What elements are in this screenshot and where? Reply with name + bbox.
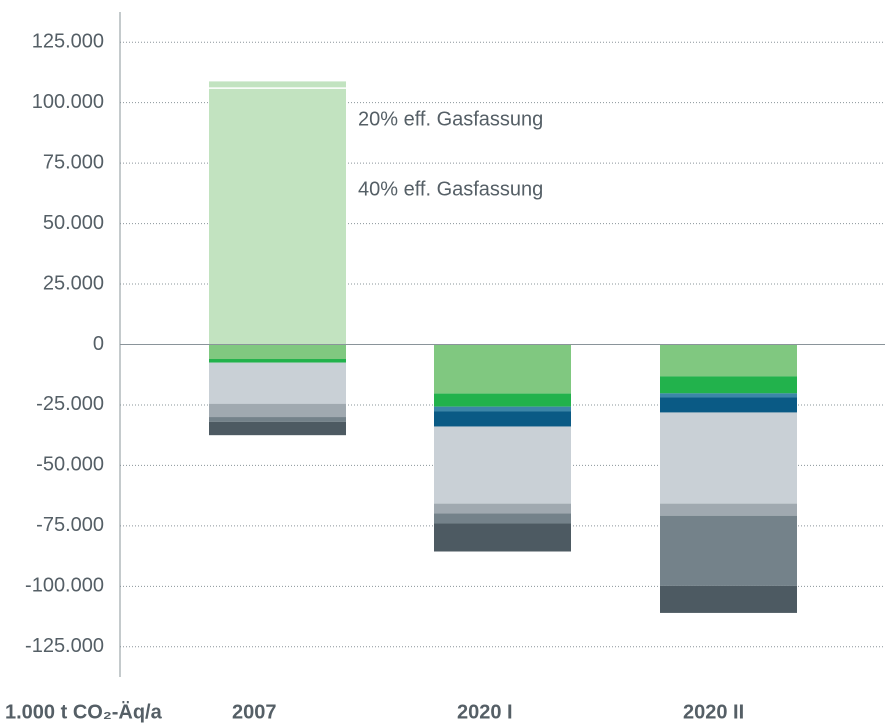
y-tick-label: 25.000 <box>43 272 104 294</box>
y-tick-label: -50.000 <box>36 454 104 476</box>
bar-segment <box>209 81 346 89</box>
bar-segment <box>209 362 346 404</box>
y-tick-label: 75.000 <box>43 151 104 173</box>
bar-segment <box>209 417 346 422</box>
bar-segment <box>209 88 346 345</box>
y-tick-label: -100.000 <box>25 575 104 597</box>
y-tick-label: 125.000 <box>32 31 104 53</box>
bar-segment <box>209 359 346 363</box>
bar-segment <box>660 412 797 504</box>
bar-segment <box>660 503 797 516</box>
bar-segment <box>660 397 797 413</box>
bar-segment <box>434 513 571 524</box>
y-tick-label: -25.000 <box>36 393 104 415</box>
x-tick-label: 2020 II <box>683 701 744 723</box>
bar-segment <box>434 503 571 514</box>
bar-segment <box>434 406 571 412</box>
y-tick-label: -125.000 <box>25 635 104 657</box>
bar-segment <box>434 426 571 504</box>
bar-segment <box>434 393 571 407</box>
series-label: 40% eff. Gasfassung <box>358 178 543 200</box>
bar-segment <box>660 344 797 377</box>
y-tick-label: 50.000 <box>43 212 104 234</box>
bar-segment <box>660 515 797 586</box>
x-tick-label: 2007 <box>232 701 277 723</box>
y-tick-label: 100.000 <box>32 91 104 113</box>
bar-segment <box>660 585 797 613</box>
bar-segment <box>660 376 797 394</box>
bar-segment <box>434 411 571 427</box>
y-axis-label: 1.000 t CO₂-Äq/a <box>5 700 163 723</box>
x-tick-label: 2020 I <box>457 701 513 723</box>
series-label: 20% eff. Gasfassung <box>358 108 543 130</box>
y-tick-label: -75.000 <box>36 514 104 536</box>
bar-segment <box>209 421 346 436</box>
y-tick-label: 0 <box>93 333 104 355</box>
bar-segment <box>209 403 346 418</box>
bar-segment <box>434 523 571 552</box>
bar-segment <box>209 344 346 360</box>
bar-segment <box>660 393 797 398</box>
bar-segment <box>434 344 571 394</box>
